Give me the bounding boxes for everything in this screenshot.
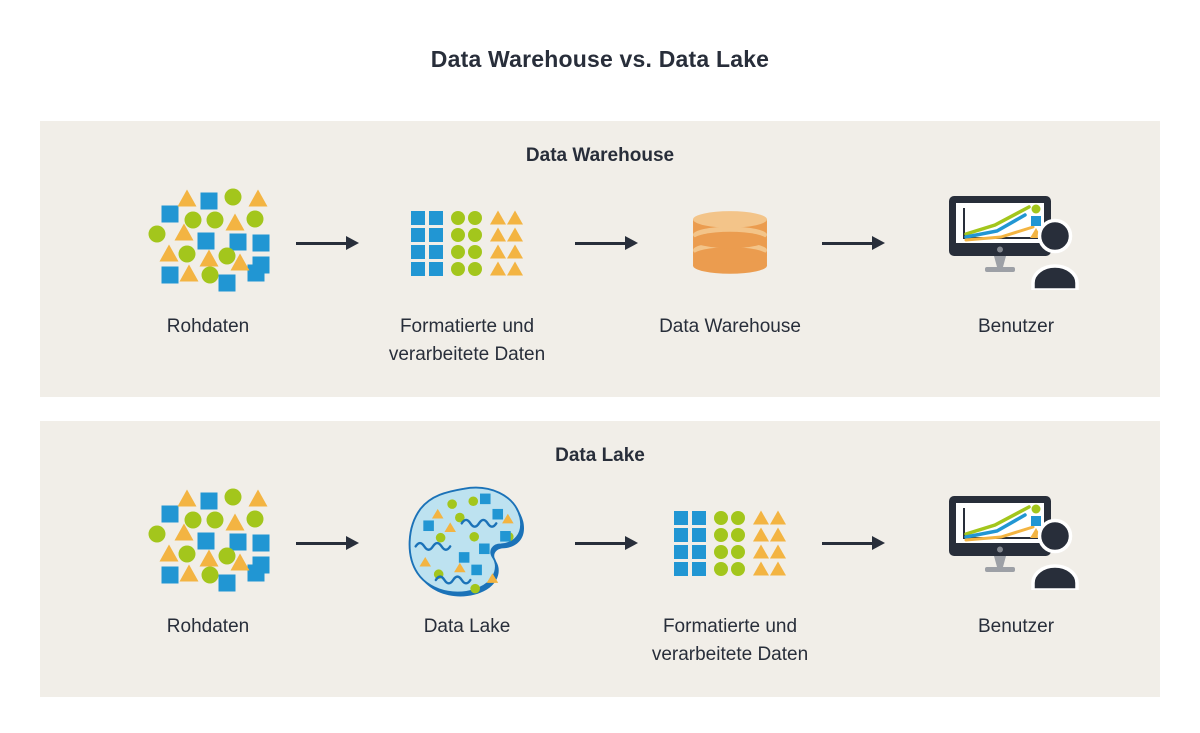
panel-header: Data Warehouse <box>525 145 675 166</box>
arrow-right-icon <box>822 187 885 299</box>
icon-box <box>673 487 787 599</box>
flow-step-rohdaten: Rohdaten <box>123 187 293 341</box>
flow-step-benutzer: Benutzer <box>888 187 1144 341</box>
lake-flow: Rohdaten Data Lake Formatierte und verar… <box>40 487 1160 668</box>
arrow-line <box>575 541 625 545</box>
arrow-line <box>296 541 346 545</box>
arrow-right-icon <box>296 487 359 599</box>
step-label: Rohdaten <box>166 316 250 337</box>
panel-data-lake: Data Lake Rohdaten Data Lake Formatie <box>40 421 1160 697</box>
arrow-head <box>872 236 885 250</box>
arrow-right-icon <box>296 187 359 299</box>
arrow-line <box>822 541 872 545</box>
icon-box <box>143 187 273 299</box>
flow-step-formatted-data: Formatierte und verarbeitete Daten <box>641 487 819 668</box>
icon-box <box>404 487 531 599</box>
icon-box <box>692 187 768 299</box>
panel-header: Data Lake <box>555 445 645 466</box>
icon-box <box>949 487 1083 599</box>
panel-data-warehouse: Data Warehouse Rohdaten Formatierte und … <box>40 121 1160 397</box>
raw-data-scatter-icon <box>143 486 273 601</box>
formatted-data-grid-icon <box>673 510 787 576</box>
flow-step-formatted-data: Formatierte und verarbeitete Daten <box>362 187 572 368</box>
step-label: Data Warehouse <box>659 316 801 337</box>
icon-box <box>949 187 1083 299</box>
step-label: Formatierte und verarbeitete Daten <box>651 616 809 665</box>
arrow-head <box>346 236 359 250</box>
arrow-head <box>625 536 638 550</box>
formatted-data-grid-icon <box>410 210 524 276</box>
page-title: Data Warehouse vs. Data Lake <box>430 46 770 72</box>
icon-box <box>143 487 273 599</box>
arrow-right-icon <box>822 487 885 599</box>
user-monitor-icon <box>949 196 1083 290</box>
arrow-head <box>625 236 638 250</box>
icon-box <box>410 187 524 299</box>
flow-step-benutzer: Benutzer <box>888 487 1144 641</box>
flow-step-data-warehouse: Data Warehouse <box>641 187 819 341</box>
step-label: Benutzer <box>977 316 1055 337</box>
step-label: Rohdaten <box>166 616 250 637</box>
step-label: Benutzer <box>977 616 1055 637</box>
arrow-line <box>575 241 625 245</box>
flow-step-rohdaten: Rohdaten <box>123 487 293 641</box>
arrow-right-icon <box>575 187 638 299</box>
data-lake-blob-icon <box>404 483 531 604</box>
arrow-line <box>296 241 346 245</box>
step-label: Data Lake <box>423 616 511 637</box>
raw-data-scatter-icon <box>143 186 273 301</box>
database-cylinder-icon <box>692 209 768 277</box>
arrow-line <box>822 241 872 245</box>
arrow-right-icon <box>575 487 638 599</box>
user-monitor-icon <box>949 496 1083 590</box>
step-label: Formatierte und verarbeitete Daten <box>388 316 546 365</box>
arrow-head <box>872 536 885 550</box>
warehouse-flow: Rohdaten Formatierte und verarbeitete Da… <box>40 187 1160 368</box>
flow-step-data-lake: Data Lake <box>362 487 572 641</box>
arrow-head <box>346 536 359 550</box>
